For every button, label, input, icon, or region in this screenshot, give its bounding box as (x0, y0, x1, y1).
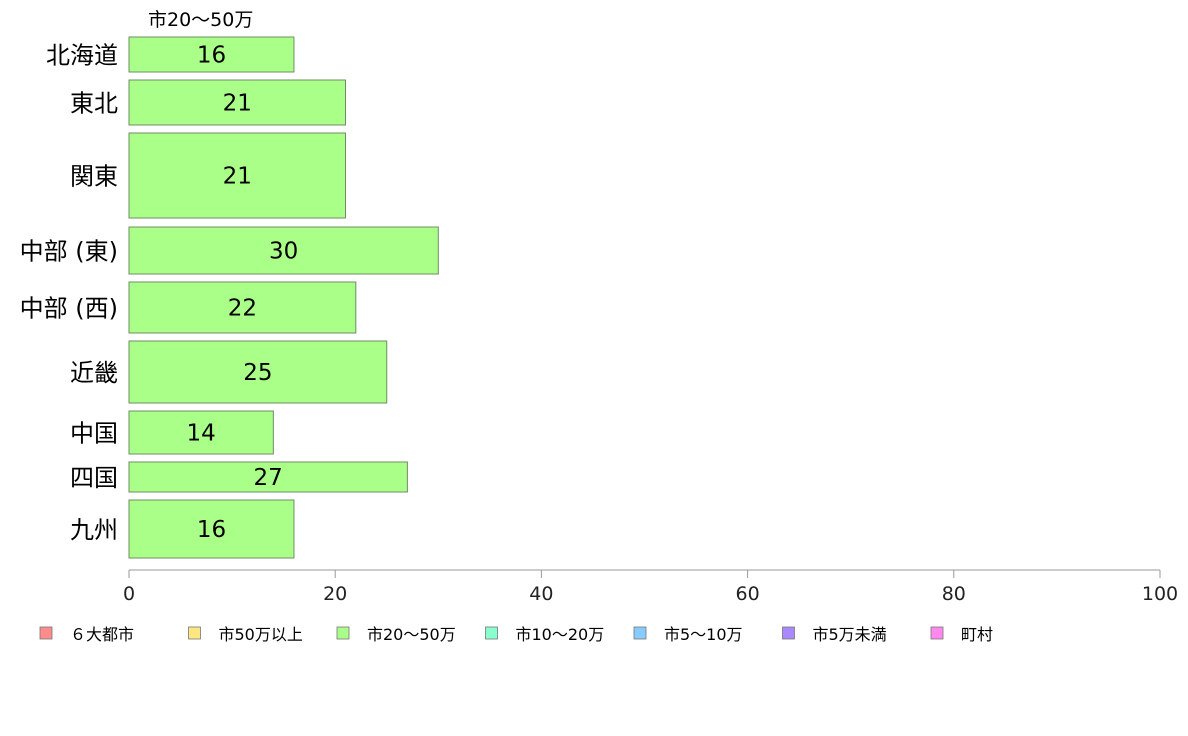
bar (128, 461, 408, 493)
category-label: 中部 (西) (20, 295, 118, 323)
series-title: 市20〜50万 (148, 9, 253, 31)
legend-label: 市20〜50万 (367, 625, 456, 644)
legend-swatch (485, 626, 498, 640)
category-label: 中国 (70, 420, 118, 448)
x-tick-label: 0 (123, 583, 135, 605)
category-label: 東北 (70, 90, 118, 118)
x-tick-label: 20 (323, 583, 347, 605)
category-label: 近畿 (70, 359, 118, 387)
legend-swatch (633, 626, 647, 640)
bar-value-label: 14 (187, 421, 216, 447)
legend-swatch (39, 626, 53, 640)
bar (128, 36, 295, 73)
bars-group: 16 北海道 21 東北 21 関東 30 中部 (東) 22 中部 (西) 25 近畿 14 中国 27 四… (20, 36, 439, 559)
bar (128, 281, 357, 334)
bar (128, 79, 347, 126)
legend-label: 市5万未満 (813, 625, 887, 644)
bar (128, 499, 295, 559)
bar-value-label: 16 (197, 517, 226, 543)
bar (128, 410, 274, 455)
category-label: 北海道 (46, 42, 118, 70)
category-label: 関東 (70, 163, 118, 191)
category-label: 中部 (東) (20, 238, 118, 266)
bar (128, 340, 388, 404)
legend-swatch (930, 626, 944, 640)
bar (128, 132, 347, 219)
x-axis: 0 20 40 60 80 100 (123, 569, 1178, 605)
category-label: 九州 (70, 516, 118, 544)
legend-swatch (336, 626, 350, 640)
x-tick-label: 40 (529, 583, 553, 605)
bar-value-label: 22 (228, 296, 257, 322)
legend-label: 市10〜20万 (516, 625, 605, 644)
bar-value-label: 27 (254, 465, 283, 491)
bar-value-label: 25 (243, 360, 272, 386)
bar-value-label: 30 (269, 239, 298, 265)
legend-label: ６大都市 (70, 625, 134, 644)
legend: ６大都市 市50万以上 市20〜50万 市10〜20万 市5〜10万 市5万未満 町村 (39, 625, 993, 644)
bar (128, 226, 439, 275)
legend-label: 市50万以上 (219, 625, 303, 644)
legend-swatch (782, 626, 795, 640)
x-tick-label: 100 (1142, 583, 1178, 605)
category-label: 四国 (70, 464, 118, 492)
legend-label: 市5〜10万 (664, 625, 743, 644)
legend-swatch (188, 626, 201, 640)
bar-value-label: 16 (197, 43, 226, 69)
bar-value-label: 21 (223, 164, 252, 190)
legend-label: 町村 (961, 625, 993, 644)
bar-value-label: 21 (223, 91, 252, 117)
x-tick-label: 60 (736, 583, 760, 605)
x-tick-label: 80 (942, 583, 966, 605)
